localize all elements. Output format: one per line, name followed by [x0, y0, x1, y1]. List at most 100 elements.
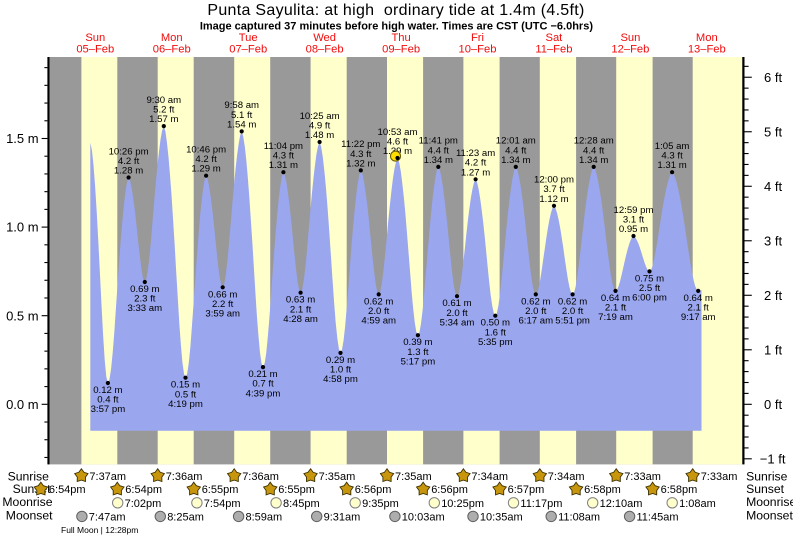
svg-text:12:59 pm: 12:59 pm	[613, 205, 653, 216]
svg-text:2.1 ft: 2.1 ft	[688, 303, 710, 314]
svg-text:1.6 ft: 1.6 ft	[485, 327, 507, 338]
svg-text:4.3 ft: 4.3 ft	[273, 151, 295, 162]
svg-text:Sunset: Sunset	[746, 482, 785, 496]
svg-text:11:04 pm: 11:04 pm	[264, 141, 303, 152]
svg-text:13–Feb: 13–Feb	[688, 43, 726, 55]
svg-text:7:36am: 7:36am	[242, 471, 279, 483]
svg-text:1.31 m: 1.31 m	[269, 160, 298, 171]
svg-text:12:10am: 12:10am	[600, 498, 643, 510]
svg-text:Mon: Mon	[696, 32, 718, 44]
svg-text:4:58 pm: 4:58 pm	[323, 374, 358, 385]
svg-text:2.0 ft: 2.0 ft	[525, 306, 547, 317]
svg-text:Wed: Wed	[313, 32, 336, 44]
svg-text:4.3 ft: 4.3 ft	[350, 149, 372, 160]
svg-text:4 ft: 4 ft	[764, 179, 782, 194]
svg-text:1.12 m: 1.12 m	[539, 194, 568, 205]
svg-text:5 ft: 5 ft	[764, 124, 782, 139]
svg-text:1.34 m: 1.34 m	[424, 155, 453, 166]
svg-text:0.7 ft: 0.7 ft	[252, 379, 274, 390]
svg-text:1.34 m: 1.34 m	[579, 155, 608, 166]
svg-text:0 ft: 0 ft	[764, 397, 782, 412]
svg-text:10:26 pm: 10:26 pm	[109, 146, 149, 157]
svg-text:10:03am: 10:03am	[402, 511, 445, 523]
svg-text:08–Feb: 08–Feb	[306, 43, 344, 55]
svg-text:2.0 ft: 2.0 ft	[368, 306, 390, 317]
svg-text:7:54pm: 7:54pm	[204, 498, 241, 510]
svg-text:1.0 ft: 1.0 ft	[330, 365, 352, 376]
svg-text:1 ft: 1 ft	[764, 342, 782, 357]
svg-text:8:45pm: 8:45pm	[283, 498, 320, 510]
svg-text:10:46 pm: 10:46 pm	[186, 145, 226, 156]
svg-text:Thu: Thu	[391, 32, 410, 44]
svg-text:4.4 ft: 4.4 ft	[505, 145, 527, 156]
svg-text:8:59am: 8:59am	[246, 511, 283, 523]
svg-text:4:19 pm: 4:19 pm	[168, 399, 203, 410]
svg-text:1:05 am: 1:05 am	[655, 141, 690, 152]
svg-text:4.2 ft: 4.2 ft	[118, 156, 140, 167]
svg-text:0.69 m: 0.69 m	[130, 284, 159, 295]
svg-text:0.63 m: 0.63 m	[286, 295, 315, 306]
svg-text:2.5 ft: 2.5 ft	[639, 283, 661, 294]
svg-text:1:08am: 1:08am	[679, 498, 716, 510]
svg-text:7:34am: 7:34am	[471, 471, 508, 483]
svg-text:9:31am: 9:31am	[324, 511, 361, 523]
svg-text:7:02pm: 7:02pm	[125, 498, 162, 510]
svg-text:Moonset: Moonset	[746, 508, 793, 522]
svg-text:0.5 m: 0.5 m	[6, 308, 39, 323]
svg-text:10:53 am: 10:53 am	[377, 127, 417, 138]
svg-text:5:51 pm: 5:51 pm	[555, 316, 590, 327]
svg-text:9:17 am: 9:17 am	[681, 312, 716, 323]
svg-text:Moonrise: Moonrise	[746, 495, 793, 509]
svg-text:1.34 m: 1.34 m	[501, 155, 530, 166]
svg-text:−1 ft: −1 ft	[760, 451, 786, 466]
svg-text:12:00 pm: 12:00 pm	[534, 175, 574, 186]
svg-text:7:47am: 7:47am	[89, 511, 126, 523]
svg-text:6:58pm: 6:58pm	[584, 484, 621, 496]
svg-text:Sunrise: Sunrise	[746, 469, 788, 483]
svg-text:11:41 pm: 11:41 pm	[419, 136, 458, 147]
svg-text:8:25am: 8:25am	[167, 511, 204, 523]
svg-text:3.1 ft: 3.1 ft	[623, 214, 645, 225]
svg-text:0.62 m: 0.62 m	[364, 296, 393, 307]
svg-text:7:33am: 7:33am	[701, 471, 738, 483]
svg-text:9:58 am: 9:58 am	[224, 100, 259, 111]
svg-text:1.27 m: 1.27 m	[461, 167, 490, 178]
svg-text:Moonrise: Moonrise	[2, 495, 52, 509]
svg-text:10:25 am: 10:25 am	[300, 111, 340, 122]
svg-text:5.1 ft: 5.1 ft	[231, 110, 253, 121]
svg-text:7:36am: 7:36am	[166, 471, 203, 483]
svg-text:4:59 am: 4:59 am	[361, 316, 396, 327]
svg-text:2.2 ft: 2.2 ft	[212, 299, 234, 310]
svg-text:1.29 m: 1.29 m	[191, 164, 220, 175]
svg-text:Fri: Fri	[471, 32, 484, 44]
svg-text:2.1 ft: 2.1 ft	[605, 303, 627, 314]
svg-text:3.7 ft: 3.7 ft	[543, 184, 565, 195]
svg-text:11–Feb: 11–Feb	[535, 43, 572, 55]
svg-text:10:35am: 10:35am	[480, 511, 523, 523]
svg-text:05–Feb: 05–Feb	[76, 43, 114, 55]
svg-text:11:17pm: 11:17pm	[520, 498, 562, 510]
svg-text:4:28 am: 4:28 am	[283, 314, 318, 325]
svg-text:1.28 m: 1.28 m	[114, 166, 143, 177]
svg-text:5:35 pm: 5:35 pm	[478, 337, 513, 348]
svg-text:3 ft: 3 ft	[764, 233, 782, 248]
svg-text:0.62 m: 0.62 m	[558, 296, 587, 307]
svg-text:9:30 am: 9:30 am	[146, 95, 181, 106]
svg-text:4.2 ft: 4.2 ft	[195, 154, 217, 165]
svg-text:6:17 am: 6:17 am	[518, 316, 553, 327]
svg-text:Sunrise: Sunrise	[8, 469, 50, 483]
svg-text:0.5 ft: 0.5 ft	[175, 389, 197, 400]
svg-text:Sat: Sat	[546, 32, 564, 44]
svg-text:Sun: Sun	[85, 32, 105, 44]
svg-text:2 ft: 2 ft	[764, 288, 782, 303]
svg-text:Image captured 37 minutes befo: Image captured 37 minutes before high wa…	[200, 20, 594, 32]
svg-text:06–Feb: 06–Feb	[153, 43, 191, 55]
svg-text:1.32 m: 1.32 m	[346, 158, 375, 169]
svg-text:7:19 am: 7:19 am	[598, 312, 633, 323]
svg-text:1.57 m: 1.57 m	[149, 114, 178, 125]
svg-text:0.61 m: 0.61 m	[442, 298, 471, 309]
svg-text:0.50 m: 0.50 m	[481, 318, 510, 329]
svg-text:6:00 pm: 6:00 pm	[632, 293, 667, 304]
svg-text:1.0 m: 1.0 m	[6, 220, 39, 235]
svg-text:7:37am: 7:37am	[89, 471, 126, 483]
